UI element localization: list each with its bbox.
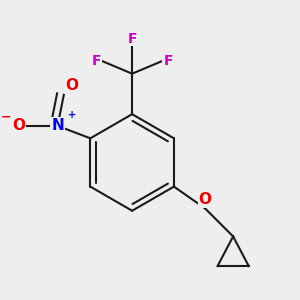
Text: −: − — [1, 110, 11, 123]
Text: O: O — [199, 192, 212, 207]
Text: F: F — [163, 54, 173, 68]
Text: O: O — [12, 118, 25, 134]
Text: F: F — [92, 54, 101, 68]
Text: N: N — [51, 118, 64, 134]
Text: O: O — [65, 78, 78, 93]
Text: +: + — [68, 110, 76, 120]
Text: F: F — [128, 32, 137, 46]
